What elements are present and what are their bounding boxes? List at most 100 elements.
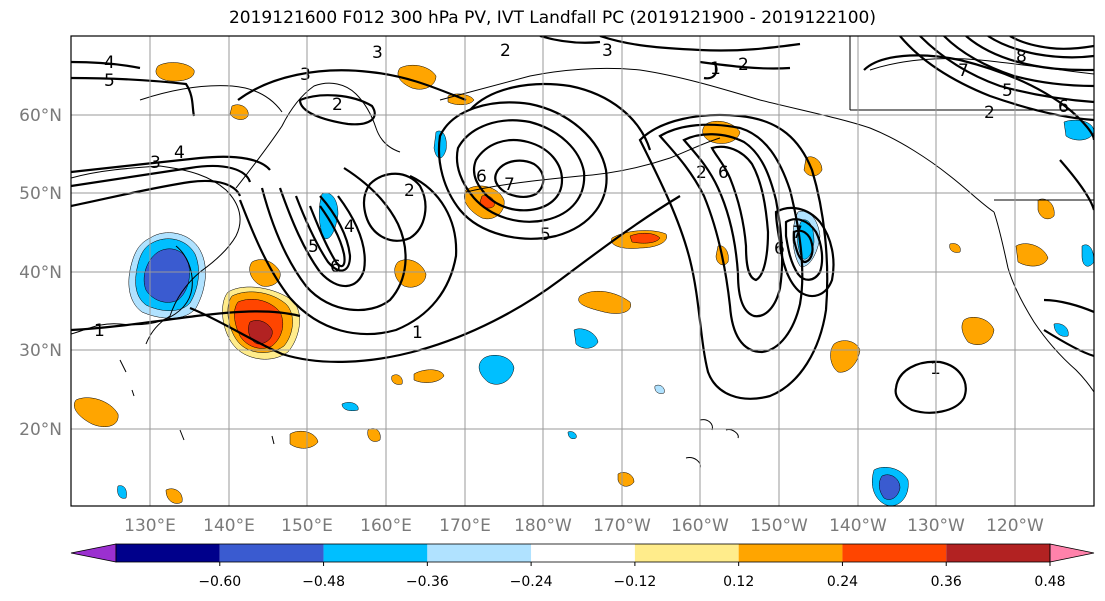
colorbar-extend-max — [1049, 543, 1095, 563]
pv-contour-labels: 4 5 3 4 1 3 2 2 4 3 1 2 3 2 6 7 5 5 6 2 … — [94, 41, 1069, 379]
pv-contour-ne-6 — [987, 36, 1094, 59]
pv-contour-layer — [71, 36, 1094, 414]
pv-contour-trough-3 — [260, 167, 407, 312]
colorbar-outline — [115, 543, 1051, 563]
colorbar-segment — [531, 544, 635, 562]
longitude-labels: 130°E 140°E 150°E 160°E 170°E 180°W 170°W 160°W… — [124, 516, 1044, 536]
colorbar-tick-label: 0.48 — [1034, 574, 1065, 590]
colorbar-segment — [738, 544, 843, 562]
pv-contour-top-center-4 — [539, 36, 601, 44]
colorbar-segment — [323, 544, 428, 562]
pv-contour-east-1 — [894, 360, 967, 414]
positive-anomaly-145w-30n — [830, 340, 861, 373]
longitude-label: 160°E — [360, 516, 412, 536]
latitude-label: 30°N — [19, 341, 62, 361]
contour-label: 3 — [372, 43, 383, 63]
negative-anomaly-135w-15n-core — [879, 474, 901, 500]
contour-label: 4 — [104, 53, 115, 73]
positive-anomaly-south-japan-peak — [248, 320, 273, 345]
latitude-label: 50°N — [19, 184, 62, 204]
colorbar-segment — [427, 544, 532, 562]
positive-anomaly-small-a — [391, 374, 403, 385]
map-panel — [71, 36, 1094, 506]
pv-contour-goa-3 — [682, 133, 784, 318]
contour-label: 1 — [710, 59, 721, 79]
colorbar-tick-label: −0.48 — [302, 574, 345, 590]
latitude-label: 60°N — [19, 106, 62, 126]
pv-contour-ne-2 — [899, 36, 1094, 122]
latitude-label: 20°N — [19, 420, 62, 440]
pv-contour-ne-outer — [1043, 159, 1094, 358]
colorbar-extend-min — [70, 543, 117, 563]
contour-label: 2 — [404, 181, 415, 201]
contour-label: 5 — [540, 225, 551, 245]
pv-contour-goa-5 — [774, 206, 835, 298]
positive-anomaly-bering-small — [229, 104, 249, 120]
negative-anomaly-small-b — [117, 485, 127, 499]
longitude-label: 160°W — [671, 516, 729, 536]
map-border — [70, 35, 1095, 507]
latitude-label: 40°N — [19, 263, 62, 283]
colorbar-tick-label: −0.24 — [510, 574, 553, 590]
positive-anomaly-okhotsk — [155, 62, 195, 82]
contour-label: 3 — [300, 65, 311, 85]
contour-label: 5 — [104, 71, 115, 91]
pv-contour-goa-2 — [658, 123, 804, 354]
colorbar-tick-label: 0.24 — [827, 574, 858, 590]
colorbar-segment — [946, 544, 1050, 562]
colorbar-tick-label: −0.36 — [406, 574, 449, 590]
pv-contour-top-4 — [71, 60, 141, 70]
contour-label: 7 — [958, 61, 969, 81]
colorbar-tick-label: −0.60 — [198, 574, 241, 590]
colorbar — [70, 543, 1095, 563]
pv-contour-aleutian-6 — [455, 119, 586, 223]
positive-anomaly-west-coast — [961, 317, 995, 345]
longitude-label: 150°E — [281, 516, 333, 536]
longitude-label: 170°W — [593, 516, 651, 536]
contour-label: 4 — [344, 217, 355, 237]
contour-label: 2 — [984, 103, 995, 123]
contour-label: 2 — [738, 55, 749, 75]
pv-contour-aleutian-outer — [469, 83, 652, 151]
contour-label: 6 — [476, 167, 487, 187]
contour-label: 5 — [308, 237, 319, 257]
pv-contour-west-3 — [71, 155, 271, 174]
negative-anomaly-175w-30n — [573, 328, 599, 349]
pv-contour-west-5 — [71, 179, 242, 208]
colorbar-tick-labels: −0.60 −0.48 −0.36 −0.24 −0.12 0.12 0.24 0.36 0.4… — [198, 562, 1066, 590]
colorbar-tick-label: 0.36 — [931, 574, 962, 590]
contour-label: 3 — [602, 41, 613, 61]
positive-anomaly-west-coast-2 — [1015, 243, 1049, 267]
pv-contour-ne-7 — [1009, 36, 1094, 50]
pv-contour-trough-5 — [294, 195, 352, 272]
positive-anomaly-175w-35n — [578, 290, 631, 314]
negative-anomaly-small-c — [654, 384, 665, 394]
pv-contour-top-center-2 — [699, 60, 791, 70]
longitude-label: 140°E — [203, 516, 255, 536]
contour-label: 1 — [94, 321, 105, 341]
pv-contour-aleutian-5 — [437, 101, 608, 240]
longitude-label: 130°W — [907, 516, 965, 536]
contour-label: 2 — [500, 41, 511, 61]
map-title: 2019121600 F012 300 hPa PV, IVT Landfall… — [228, 8, 876, 28]
pv-contour-top-center-1 — [703, 61, 718, 80]
colorbar-segment — [116, 544, 220, 562]
longitude-label: 130°E — [124, 516, 176, 536]
contour-label: 6 — [1058, 97, 1069, 117]
colorbar-segment — [219, 544, 324, 562]
negative-anomaly-175e-25n — [478, 355, 515, 385]
colorbar-segment — [634, 544, 739, 562]
positive-anomaly-165w-core — [629, 233, 661, 244]
pv-contour-2-ring — [362, 172, 427, 242]
coast-kamchatka — [235, 82, 401, 189]
contour-label: 4 — [174, 143, 185, 163]
longitude-label: 140°W — [829, 516, 887, 536]
negative-anomaly-ca-coast — [1053, 323, 1069, 337]
contour-label: 5 — [1002, 81, 1013, 101]
graticule — [71, 36, 1094, 506]
pv-contour-ne-5 — [965, 36, 1094, 72]
pv-contour-ne-1 — [863, 54, 1094, 141]
contour-label: 1 — [930, 359, 941, 379]
pv-contour-bering-3 — [237, 69, 467, 102]
latitude-labels: 60°N 50°N 40°N 30°N 20°N — [19, 106, 62, 440]
